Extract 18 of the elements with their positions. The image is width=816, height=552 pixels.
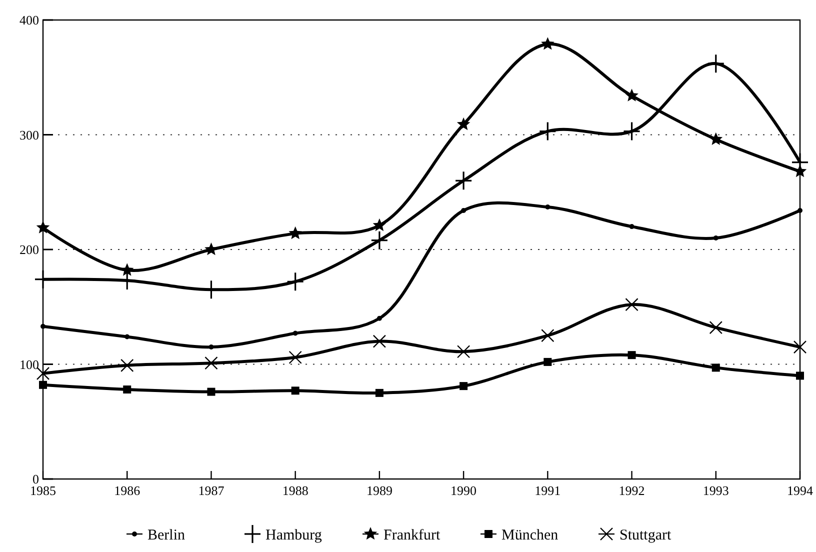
legend-label: Stuttgart	[620, 527, 672, 544]
y-tick-label: 200	[20, 242, 39, 258]
x-tick-label: 1989	[366, 483, 392, 498]
y-tick-label: 400	[20, 12, 39, 28]
legend-label: Hamburg	[266, 527, 322, 544]
x-tick-label: 1991	[534, 483, 561, 498]
x-tick-label: 1988	[282, 483, 308, 498]
x-tick-label: 1987	[198, 483, 225, 498]
x-tick-label: 1990	[450, 483, 477, 498]
legend-label: Berlin	[148, 527, 186, 544]
legend-label: Frankfurt	[384, 527, 441, 544]
x-tick-label: 1993	[702, 483, 729, 498]
x-tick-label: 1992	[618, 483, 645, 498]
y-tick-label: 300	[20, 127, 39, 142]
x-tick-label: 1986	[114, 483, 141, 498]
y-tick-label: 100	[20, 356, 39, 372]
legend-label: München	[502, 527, 559, 544]
x-tick-label: 1994	[787, 483, 814, 498]
